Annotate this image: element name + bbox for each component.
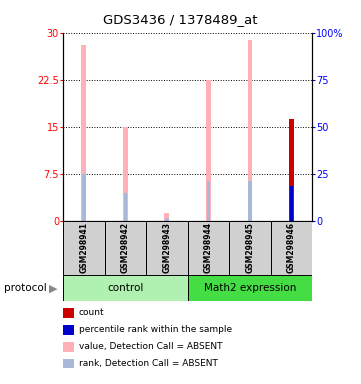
Bar — [165, 218, 169, 221]
Bar — [82, 45, 86, 221]
Text: GSM298945: GSM298945 — [245, 222, 255, 273]
Bar — [188, 221, 229, 275]
Bar — [206, 79, 211, 221]
Text: percentile rank within the sample: percentile rank within the sample — [79, 325, 232, 334]
Bar — [124, 193, 127, 221]
Bar — [63, 221, 105, 275]
Text: GSM298946: GSM298946 — [287, 222, 296, 273]
Bar — [248, 181, 252, 221]
Bar — [271, 221, 312, 275]
Text: Math2 expression: Math2 expression — [204, 283, 296, 293]
Text: GSM298942: GSM298942 — [121, 222, 130, 273]
Bar — [123, 127, 128, 221]
Bar — [289, 119, 294, 221]
Bar — [105, 221, 146, 275]
Text: rank, Detection Call = ABSENT: rank, Detection Call = ABSENT — [79, 359, 218, 368]
Bar — [207, 181, 210, 221]
Text: protocol: protocol — [4, 283, 46, 293]
Bar — [248, 40, 252, 221]
Bar — [82, 174, 86, 221]
Text: ▶: ▶ — [49, 283, 58, 293]
Bar — [290, 186, 293, 221]
Bar — [63, 275, 188, 301]
Text: value, Detection Call = ABSENT: value, Detection Call = ABSENT — [79, 342, 222, 351]
Text: count: count — [79, 308, 104, 318]
Text: GDS3436 / 1378489_at: GDS3436 / 1378489_at — [103, 13, 258, 26]
Bar — [146, 221, 188, 275]
Text: GSM298941: GSM298941 — [79, 222, 88, 273]
Bar — [229, 221, 271, 275]
Text: control: control — [107, 283, 144, 293]
Bar — [165, 213, 169, 221]
Text: GSM298943: GSM298943 — [162, 222, 171, 273]
Bar — [188, 275, 312, 301]
Text: GSM298944: GSM298944 — [204, 222, 213, 273]
